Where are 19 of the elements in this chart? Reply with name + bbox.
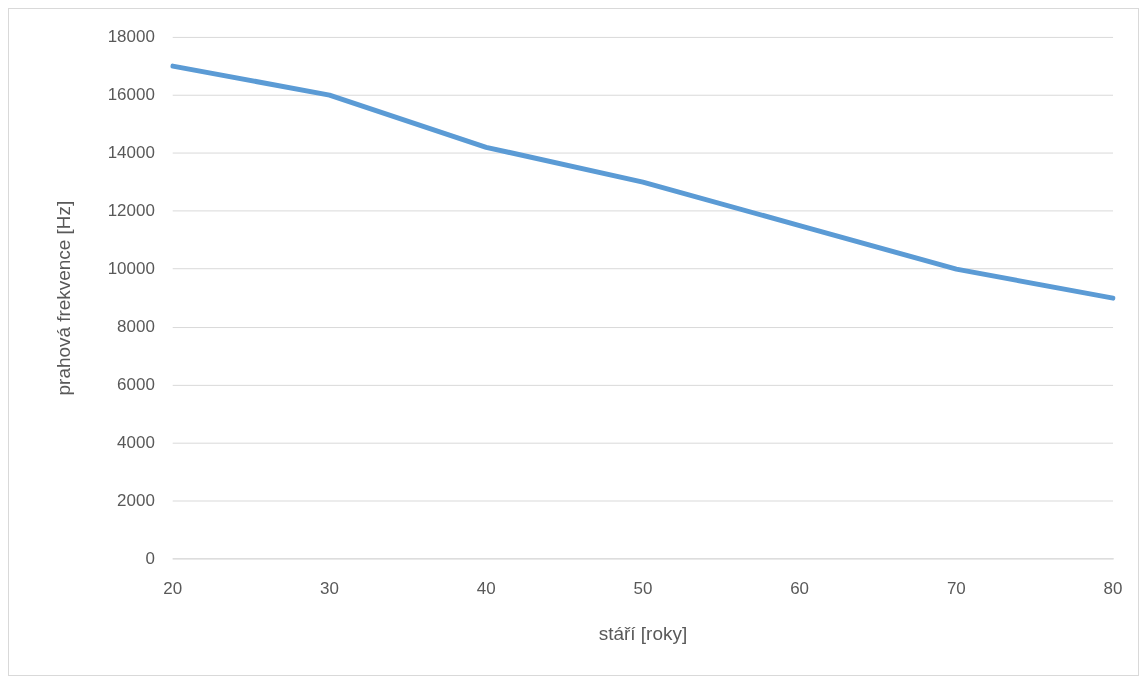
y-axis-title: prahová frekvence [Hz] — [52, 200, 74, 396]
x-tick-label: 20 — [163, 578, 183, 598]
y-tick-label: 4000 — [117, 432, 155, 452]
y-tick-label: 10000 — [107, 258, 155, 278]
y-tick-label: 8000 — [117, 316, 155, 336]
x-tick-label: 50 — [633, 578, 653, 598]
y-tick-label: 6000 — [117, 374, 155, 394]
y-tick-label: 0 — [145, 548, 155, 568]
y-tick-label: 12000 — [107, 200, 155, 220]
y-tick-label: 16000 — [107, 84, 155, 104]
x-tick-label: 80 — [1103, 578, 1123, 598]
x-tick-label: 30 — [320, 578, 339, 598]
x-tick-label: 40 — [476, 578, 496, 598]
y-tick-label: 18000 — [107, 26, 155, 46]
x-tick-label: 60 — [790, 578, 810, 598]
y-tick-label: 14000 — [107, 142, 155, 162]
y-tick-label: 2000 — [117, 490, 155, 510]
x-tick-label: 70 — [946, 578, 966, 598]
x-axis-title: stáří [roky] — [598, 622, 688, 644]
